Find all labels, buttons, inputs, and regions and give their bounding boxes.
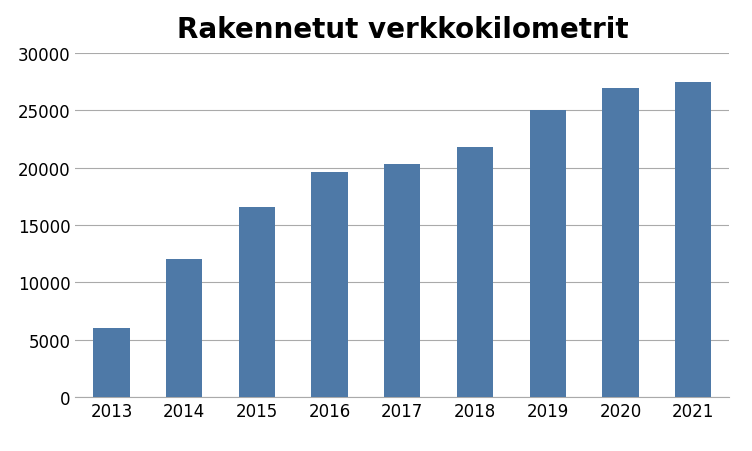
Bar (529, 111, 566, 397)
Bar (384, 165, 420, 397)
Bar (238, 207, 275, 397)
Bar (602, 88, 638, 397)
Bar (456, 148, 493, 397)
Bar (675, 83, 711, 397)
Bar (166, 260, 202, 397)
Title: Rakennetut verkkokilometrit: Rakennetut verkkokilometrit (177, 15, 628, 43)
Bar (311, 173, 347, 397)
Bar (93, 329, 129, 397)
